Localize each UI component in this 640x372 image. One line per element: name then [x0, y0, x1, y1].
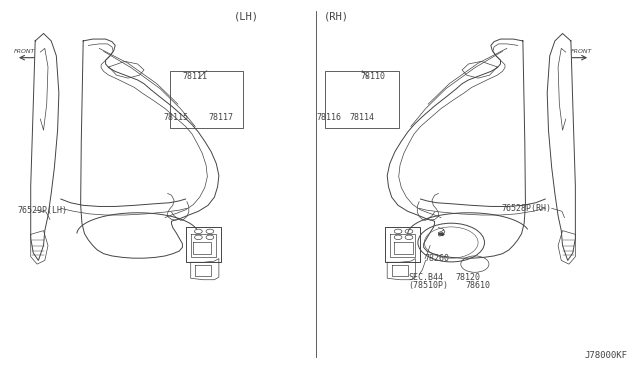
Text: (78510P): (78510P)	[408, 281, 448, 290]
Text: 78116: 78116	[316, 113, 342, 122]
Text: 78115: 78115	[163, 113, 189, 122]
Text: 78260: 78260	[425, 254, 450, 263]
Text: FRONT: FRONT	[13, 49, 35, 54]
Text: 78120: 78120	[456, 273, 481, 282]
Text: 76529P(LH): 76529P(LH)	[18, 206, 68, 215]
Text: 78117: 78117	[208, 113, 234, 122]
Bar	[325, 71, 399, 128]
Text: FRONT: FRONT	[571, 49, 593, 54]
Text: 78610: 78610	[466, 281, 491, 290]
Text: J78000KF: J78000KF	[584, 351, 627, 360]
Bar	[170, 71, 243, 128]
Polygon shape	[438, 232, 445, 236]
Text: 78111: 78111	[182, 72, 208, 81]
Text: 78110: 78110	[360, 72, 385, 81]
Text: (RH): (RH)	[323, 12, 349, 22]
Text: 76528P(RH): 76528P(RH)	[502, 204, 552, 213]
Text: 78114: 78114	[349, 113, 374, 122]
Text: SEC.B44: SEC.B44	[408, 273, 444, 282]
Text: (LH): (LH)	[234, 12, 259, 22]
